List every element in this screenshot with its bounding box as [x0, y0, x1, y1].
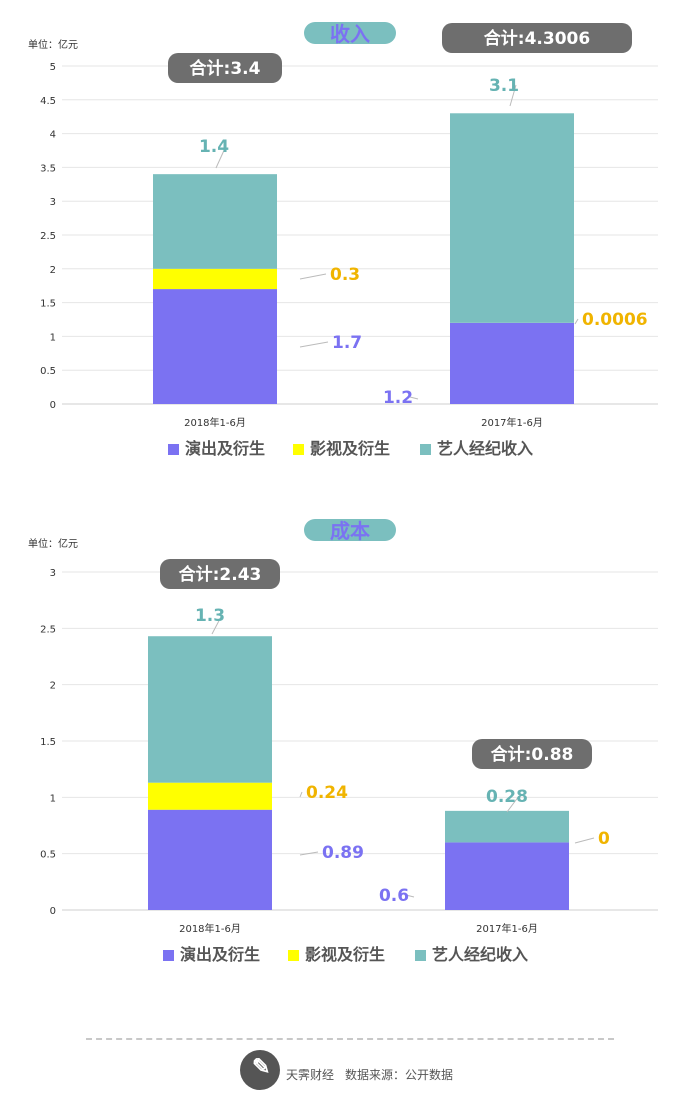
y-tick-label: 0.5 [40, 366, 56, 377]
brand-name: 天霁财经 [286, 1068, 335, 1082]
unit-label: 单位：亿元 [28, 537, 78, 550]
total-label: 合计:0.88 [491, 744, 574, 765]
label-leader-line [299, 791, 303, 798]
bar-segment [153, 174, 277, 269]
data-source: 数据来源：公开数据 [345, 1068, 454, 1082]
unit-label: 单位：亿元 [28, 38, 78, 51]
total-pill [168, 53, 282, 83]
y-tick-label: 0 [50, 906, 56, 917]
legend-swatch [293, 444, 304, 455]
data-label: 0.28 [486, 787, 528, 807]
data-label: 0 [598, 829, 610, 849]
chart-title: 成本 [330, 519, 370, 543]
bar-segment [445, 842, 569, 910]
y-tick-label: 0.5 [40, 850, 56, 861]
data-label: 3.1 [489, 76, 519, 96]
y-tick-label: 1 [50, 332, 56, 343]
label-leader-line [215, 145, 227, 169]
label-leader-line [299, 273, 327, 280]
y-tick-label: 3 [50, 568, 56, 579]
y-tick-label: 4 [50, 130, 56, 141]
label-leader-line [409, 396, 419, 400]
label-leader-line [509, 84, 517, 107]
label-leader-line [211, 614, 223, 635]
bar-segment [148, 809, 272, 910]
x-tick-label: 2017年1-6月 [476, 922, 538, 935]
x-tick-label: 2018年1-6月 [179, 922, 241, 935]
legend-label: 艺人经纪收入 [437, 439, 533, 458]
legend-swatch [420, 444, 431, 455]
label-leader-line [574, 837, 595, 844]
total-pill [160, 559, 280, 589]
label-leader-line [506, 795, 520, 813]
bar-segment [148, 782, 272, 810]
legend-swatch [288, 950, 299, 961]
x-tick-label: 2017年1-6月 [481, 416, 543, 429]
legend-label: 演出及衍生 [180, 945, 260, 964]
y-tick-label: 1.5 [40, 299, 56, 310]
legend-label: 演出及衍生 [185, 439, 265, 458]
data-label: 1.4 [199, 137, 229, 157]
bar-segment [148, 636, 272, 783]
y-tick-label: 2.5 [40, 624, 56, 635]
y-tick-label: 2 [50, 265, 56, 276]
data-label: 1.3 [195, 606, 225, 626]
y-tick-label: 2.5 [40, 231, 56, 242]
data-label: 1.2 [383, 388, 413, 408]
legend-label: 影视及衍生 [305, 945, 385, 964]
y-tick-label: 2 [50, 681, 56, 692]
y-tick-label: 5 [50, 62, 56, 73]
brand-logo-mark: ✎ [252, 1054, 271, 1080]
y-tick-label: 1 [50, 793, 56, 804]
y-tick-label: 3 [50, 197, 56, 208]
data-label: 0.3 [330, 265, 360, 285]
legend-swatch [415, 950, 426, 961]
y-tick-label: 3.5 [40, 163, 56, 174]
legend-label: 影视及衍生 [310, 439, 390, 458]
label-leader-line [299, 851, 319, 856]
legend-swatch [163, 950, 174, 961]
data-label: 1.7 [332, 333, 362, 353]
chart-title: 收入 [330, 22, 370, 46]
data-label: 0.89 [322, 843, 364, 863]
footer-divider [86, 1038, 614, 1040]
bar-segment [450, 113, 574, 323]
y-tick-label: 0 [50, 400, 56, 411]
total-label: 合计:4.3006 [484, 28, 590, 49]
total-pill [472, 739, 592, 769]
total-pill [442, 23, 632, 53]
x-tick-label: 2018年1-6月 [184, 416, 246, 429]
data-label: 0.0006 [582, 310, 648, 330]
legend-swatch [168, 444, 179, 455]
label-leader-line [299, 341, 329, 348]
chart-title-pill [304, 519, 396, 541]
bar-segment [450, 322, 574, 404]
y-tick-label: 4.5 [40, 96, 56, 107]
data-label: 0.6 [379, 886, 409, 906]
bar-segment [445, 810, 569, 843]
data-label: 0.24 [306, 783, 348, 803]
legend-label: 艺人经纪收入 [432, 945, 528, 964]
chart-title-pill [304, 22, 396, 44]
y-tick-label: 1.5 [40, 737, 56, 748]
bar-segment [153, 268, 277, 290]
total-label: 合计:2.43 [179, 564, 262, 585]
bar-segment [153, 289, 277, 404]
total-label: 合计:3.4 [190, 58, 261, 79]
label-leader-line [574, 318, 579, 325]
brand-logo-icon [240, 1050, 280, 1090]
label-leader-line [405, 894, 415, 898]
